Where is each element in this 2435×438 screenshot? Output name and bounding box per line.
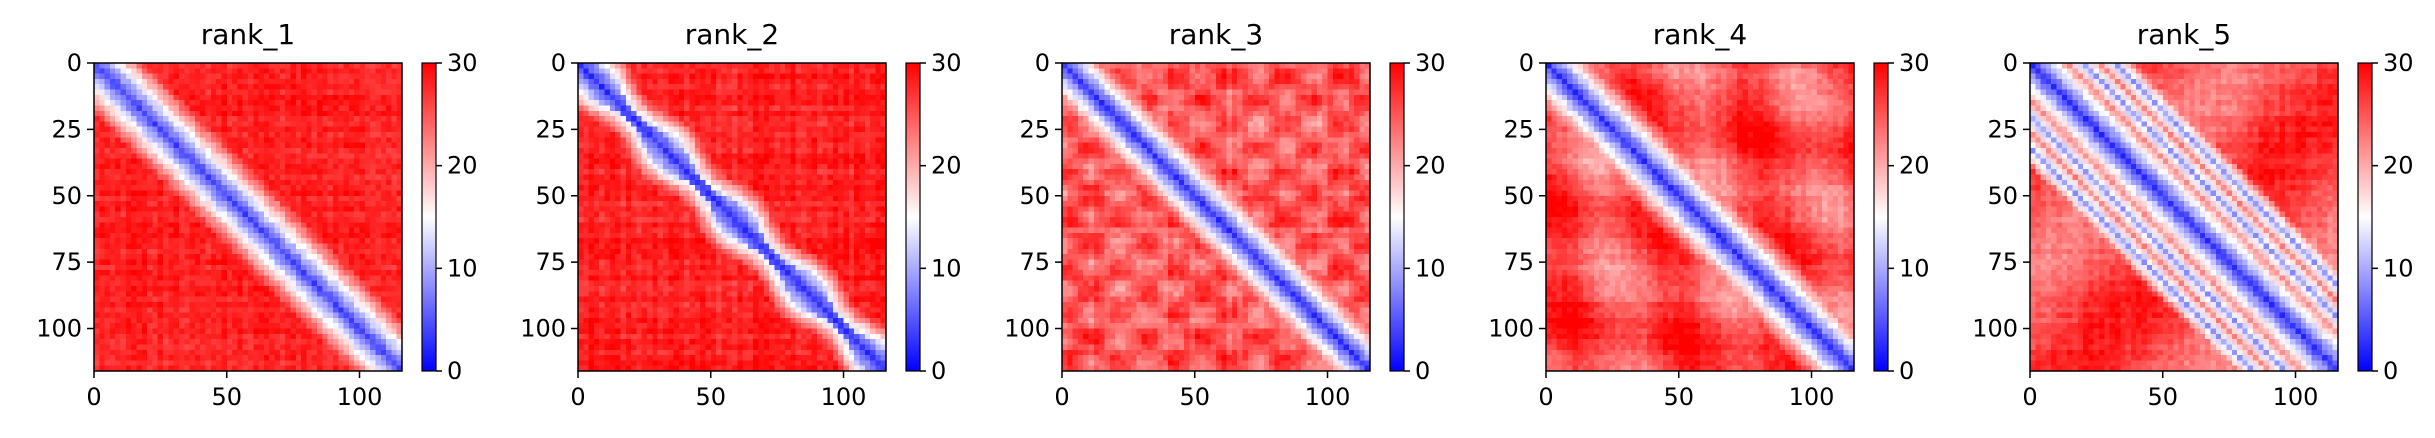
y-tick-label: 100 — [36, 315, 82, 343]
colorbar — [1389, 62, 1405, 372]
colorbar — [2357, 62, 2373, 372]
heatmap-cells-rank_4 — [1546, 63, 1855, 372]
panel-title: rank_5 — [2137, 18, 2231, 51]
colorbar-tick-label: 0 — [1899, 357, 1914, 385]
panel-title: rank_4 — [1653, 18, 1747, 51]
y-tick-label: 0 — [67, 49, 82, 77]
y-tick-label: 50 — [535, 182, 566, 210]
y-tick-label: 100 — [1004, 315, 1050, 343]
y-tick-label: 0 — [551, 49, 566, 77]
axes-frame — [1545, 62, 1855, 372]
colorbar-tick-label: 10 — [931, 254, 962, 282]
y-tick-label: 75 — [1503, 248, 1534, 276]
y-tick-label: 75 — [1987, 248, 2018, 276]
colorbar-tick-label: 30 — [447, 49, 478, 77]
axes-frame — [93, 62, 403, 372]
colorbar-tick-label: 10 — [447, 254, 478, 282]
y-tick-label: 50 — [1503, 182, 1534, 210]
x-tick-label: 100 — [1789, 383, 1835, 411]
y-tick-label: 50 — [1987, 182, 2018, 210]
colorbar-tick-label: 0 — [931, 357, 946, 385]
axes-frame — [577, 62, 887, 372]
y-tick-label: 100 — [520, 315, 566, 343]
x-tick-label: 50 — [2147, 383, 2178, 411]
colorbar-tick-label: 30 — [1415, 49, 1446, 77]
axes-frame — [1061, 62, 1371, 372]
colorbar-tick-label: 30 — [1899, 49, 1930, 77]
x-tick-label: 0 — [1538, 383, 1553, 411]
panel-title: rank_2 — [685, 18, 779, 51]
y-tick-label: 50 — [51, 182, 82, 210]
x-tick-label: 0 — [2022, 383, 2037, 411]
y-tick-label: 75 — [1019, 248, 1050, 276]
colorbar-tick-label: 0 — [447, 357, 462, 385]
x-tick-label: 50 — [1179, 383, 1210, 411]
heatmap-cells-rank_3 — [1062, 63, 1371, 372]
colorbar-tick-label: 20 — [931, 152, 962, 180]
heatmap-panel-rank_1: rank_1 0 50 100 0 25 50 75 100 0 10 20 30 — [36, 18, 477, 411]
x-tick-label: 50 — [695, 383, 726, 411]
y-tick-label: 25 — [535, 115, 566, 143]
y-tick-label: 25 — [1503, 115, 1534, 143]
y-tick-label: 100 — [1488, 315, 1534, 343]
x-tick-label: 100 — [1305, 383, 1351, 411]
heatmap-cells-rank_2 — [578, 63, 887, 372]
colorbar-tick-label: 0 — [1415, 357, 1430, 385]
x-tick-label: 100 — [821, 383, 867, 411]
colorbar-tick-label: 10 — [2383, 254, 2414, 282]
y-tick-label: 0 — [1035, 49, 1050, 77]
colorbar-tick-label: 30 — [2383, 49, 2414, 77]
heatmap-cells-rank_5 — [2030, 63, 2339, 372]
y-tick-label: 75 — [51, 248, 82, 276]
heatmap-panel-rank_3: rank_3 0 50 100 0 25 50 75 100 0 10 20 30 — [1004, 18, 1445, 411]
heatmap-panel-rank_4: rank_4 0 50 100 0 25 50 75 100 0 10 20 30 — [1488, 18, 1929, 411]
heatmap-panel-rank_5: rank_5 0 50 100 0 25 50 75 100 0 10 20 30 — [1972, 18, 2413, 411]
y-tick-label: 100 — [1972, 315, 2018, 343]
colorbar-tick-label: 20 — [1415, 152, 1446, 180]
colorbar-tick-label: 10 — [1415, 254, 1446, 282]
heatmap-panel-rank_2: rank_2 0 50 100 0 25 50 75 100 0 10 20 30 — [520, 18, 961, 411]
colorbar-tick-label: 0 — [2383, 357, 2398, 385]
colorbar — [421, 62, 437, 372]
x-tick-label: 50 — [1663, 383, 1694, 411]
y-tick-label: 0 — [1519, 49, 1534, 77]
x-tick-label: 100 — [337, 383, 383, 411]
colorbar-tick-label: 30 — [931, 49, 962, 77]
x-tick-label: 0 — [1054, 383, 1069, 411]
panel-title: rank_1 — [201, 18, 295, 51]
axes-frame — [2029, 62, 2339, 372]
y-tick-label: 75 — [535, 248, 566, 276]
x-tick-label: 0 — [570, 383, 585, 411]
colorbar-tick-label: 20 — [2383, 152, 2414, 180]
colorbar-tick-label: 20 — [1899, 152, 1930, 180]
colorbar-tick-label: 20 — [447, 152, 478, 180]
x-tick-label: 0 — [86, 383, 101, 411]
colorbar — [1873, 62, 1889, 372]
heatmap-cells-rank_1 — [94, 63, 403, 372]
panel-title: rank_3 — [1169, 18, 1263, 51]
x-tick-label: 100 — [2273, 383, 2319, 411]
colorbar — [905, 62, 921, 372]
y-tick-label: 25 — [1019, 115, 1050, 143]
y-tick-label: 25 — [51, 115, 82, 143]
x-tick-label: 50 — [211, 383, 242, 411]
colorbar-tick-label: 10 — [1899, 254, 1930, 282]
y-tick-label: 0 — [2003, 49, 2018, 77]
y-tick-label: 25 — [1987, 115, 2018, 143]
y-tick-label: 50 — [1019, 182, 1050, 210]
